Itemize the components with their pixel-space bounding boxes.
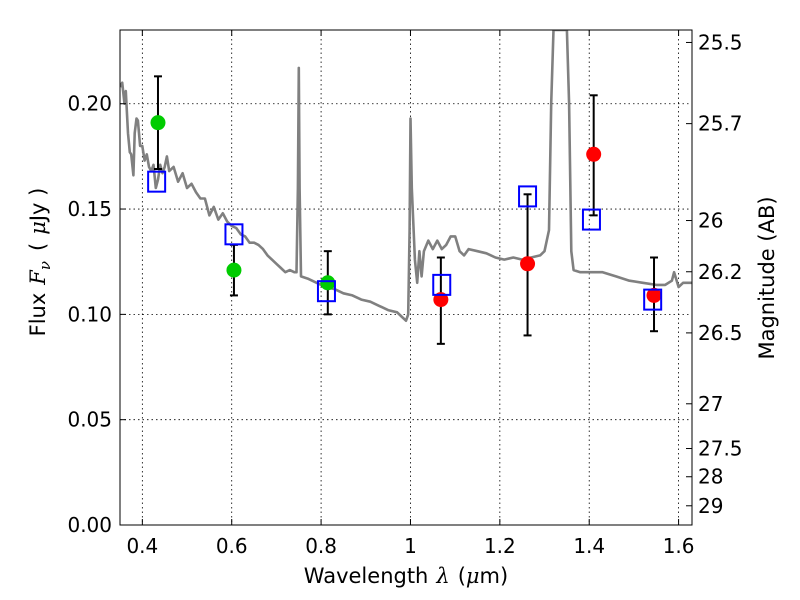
observed-point-marker xyxy=(226,262,242,278)
model-square-marker xyxy=(432,273,452,296)
y2-tick-label: 27 xyxy=(698,392,723,416)
model-square-marker xyxy=(147,170,167,193)
observed-point-marker xyxy=(646,287,662,303)
model-square-marker xyxy=(224,223,244,246)
x-tick-label: 1.2 xyxy=(484,534,516,558)
y-axis-label-mu: μ xyxy=(26,221,50,235)
y2-tick-label: 29 xyxy=(698,494,723,518)
plot-frame xyxy=(119,29,693,526)
y2-tick-labels: 25.5 25.7 26 26.2 26.5 27 27.5 28 29 xyxy=(698,30,743,517)
observed-point-marker xyxy=(150,115,166,131)
y2-tick-label: 28 xyxy=(698,465,723,489)
y-axis-label: Flux Fν ( μJy ) xyxy=(26,188,54,337)
y-tick-label: 0.00 xyxy=(67,513,112,537)
y2-tick-label: 26.2 xyxy=(698,260,743,284)
x-tick-label: 1.6 xyxy=(663,534,695,558)
y-tick-label: 0.10 xyxy=(67,302,112,326)
observed-point-marker xyxy=(586,146,602,162)
x-tick-labels: 0.4 0.6 0.8 1 1.2 1.4 1.6 xyxy=(126,534,694,558)
data-markers xyxy=(147,115,663,311)
x-axis-label-mu: μ xyxy=(466,564,480,588)
x-tick-label: 0.8 xyxy=(305,534,337,558)
y-axis-label-symbol: F xyxy=(26,269,50,286)
y-tick-label: 0.20 xyxy=(67,92,112,116)
y-tick-label: 0.15 xyxy=(67,197,112,221)
model-square-marker xyxy=(518,185,538,208)
plot-background xyxy=(120,30,692,525)
y-tick-label: 0.05 xyxy=(67,408,112,432)
y2-axis-label: Magnitude (AB) xyxy=(755,196,779,359)
x-axis-label: Wavelength λ (μm) xyxy=(304,564,508,588)
y-tick-labels: 0.00 0.05 0.10 0.15 0.20 xyxy=(67,92,112,537)
y-axis-label-open: ( xyxy=(26,243,50,251)
x-tick-label: 1 xyxy=(404,534,417,558)
x-axis-label-open: ( xyxy=(458,564,466,588)
model-square-marker xyxy=(581,208,601,231)
y2-tick-label: 27.5 xyxy=(698,437,743,461)
y2-tick-label: 25.7 xyxy=(698,112,743,136)
x-tick-label: 0.4 xyxy=(126,534,158,558)
observed-point-marker xyxy=(320,275,336,291)
y2-tick-label: 26 xyxy=(698,209,723,233)
tick-marks xyxy=(120,30,692,526)
y-axis-label-sub: ν xyxy=(36,261,54,270)
x-axis-label-unit: m) xyxy=(480,564,509,588)
x-axis-label-prefix: Wavelength xyxy=(304,564,429,588)
y2-tick-label: 25.5 xyxy=(698,30,743,54)
model-square-marker xyxy=(643,288,663,311)
x-axis-label-symbol: λ xyxy=(435,564,449,588)
y-axis-label-prefix: Flux xyxy=(26,293,50,337)
x-tick-label: 0.6 xyxy=(216,534,248,558)
y-axis-label-unit: Jy ) xyxy=(26,188,50,224)
y2-tick-label: 26.5 xyxy=(698,321,743,345)
observed-point-marker xyxy=(520,256,536,272)
x-tick-label: 1.4 xyxy=(573,534,605,558)
model-square-marker xyxy=(316,280,336,303)
